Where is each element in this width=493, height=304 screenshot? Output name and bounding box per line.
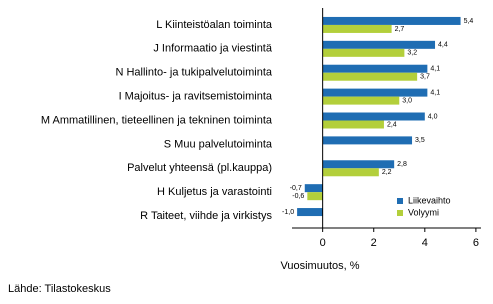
legend-swatch xyxy=(397,210,403,216)
value-label: 2,2 xyxy=(382,169,392,176)
bar xyxy=(304,184,323,193)
bar xyxy=(322,24,392,33)
bar xyxy=(322,40,436,49)
x-tick-label: 4 xyxy=(422,237,428,249)
source: Lähde: Tilastokeskus xyxy=(8,283,111,295)
value-label: -0,7 xyxy=(290,185,302,192)
category-label: J Informaatio ja viestintä xyxy=(153,43,272,55)
bar xyxy=(322,16,461,25)
value-label: 3,2 xyxy=(407,50,417,57)
category-label: N Hallinto- ja tukipalvelutoiminta xyxy=(115,67,272,79)
value-label: 2,4 xyxy=(387,121,397,128)
value-label: 4,1 xyxy=(430,66,440,73)
category-label: L Kiinteistöalan toiminta xyxy=(156,19,273,31)
category-label: S Muu palvelutoiminta xyxy=(164,138,273,150)
value-label: 4,0 xyxy=(428,113,438,120)
x-tick-label: 2 xyxy=(371,237,377,249)
x-tick-label: 0 xyxy=(320,237,326,249)
value-label: -0,6 xyxy=(292,193,304,200)
bar xyxy=(322,160,395,169)
category-label: Palvelut yhteensä (pl.kauppa) xyxy=(127,162,272,174)
bar xyxy=(322,112,425,121)
value-label: 5,4 xyxy=(464,18,474,25)
bar xyxy=(322,136,413,145)
value-label: 4,1 xyxy=(430,89,440,96)
category-label: H Kuljetus ja varastointi xyxy=(157,186,272,198)
category-label: I Majoitus- ja ravitsemistoiminta xyxy=(119,91,273,103)
x-tick-label: 6 xyxy=(473,237,479,249)
value-label: 3,0 xyxy=(402,97,412,104)
value-label: 4,4 xyxy=(438,42,448,49)
bar xyxy=(297,208,323,217)
legend-label: Volyymi xyxy=(408,207,439,217)
bar xyxy=(322,48,405,57)
bar xyxy=(322,64,428,73)
bar xyxy=(322,72,418,81)
bar xyxy=(322,88,428,97)
value-label: -1,0 xyxy=(282,209,294,216)
value-label: 3,5 xyxy=(415,137,425,144)
bar xyxy=(322,168,379,177)
bar xyxy=(307,192,323,201)
value-label: 2,8 xyxy=(397,161,407,168)
value-label: 2,7 xyxy=(395,26,405,33)
value-label: 3,7 xyxy=(420,74,430,81)
category-label: M Ammatillinen, tieteellinen ja tekninen… xyxy=(41,114,273,126)
x-axis-label: Vuosimuutos, % xyxy=(280,260,359,272)
legend-swatch xyxy=(397,198,403,204)
legend-label: Liikevaihto xyxy=(408,195,451,205)
category-label: R Taiteet, viihde ja virkistys xyxy=(140,210,272,222)
bar xyxy=(322,120,384,129)
bar xyxy=(322,96,400,105)
